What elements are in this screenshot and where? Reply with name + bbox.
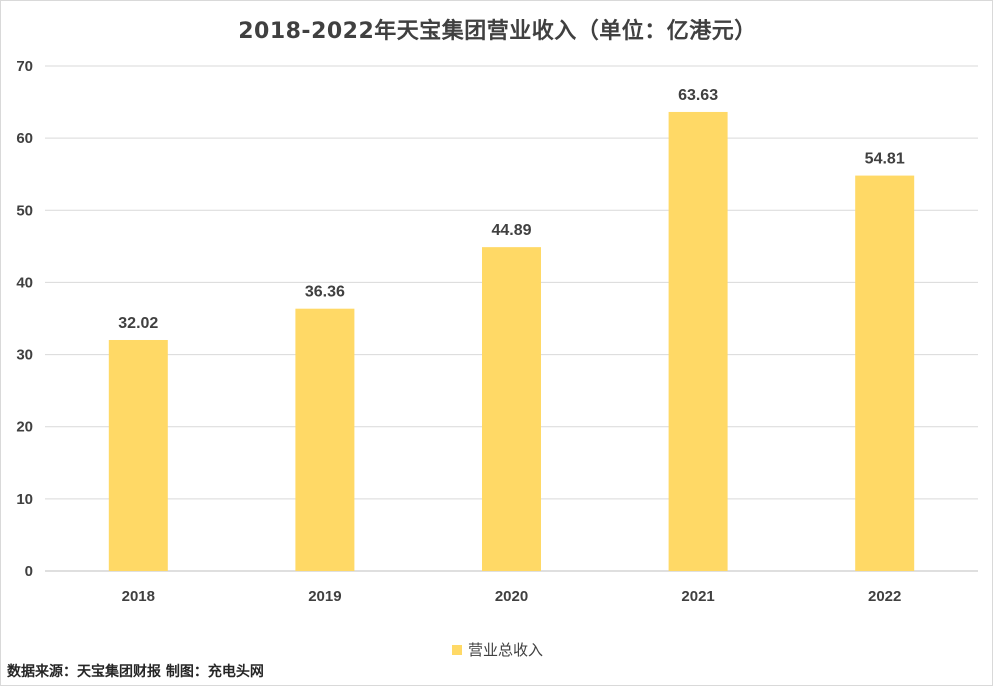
legend-label: 营业总收入 [467,641,543,659]
bar [482,247,541,572]
bar [668,111,728,571]
data-label: 63.63 [678,87,718,104]
y-tick-label: 20 [16,419,33,436]
bar [855,175,915,571]
y-tick-label: 70 [16,58,33,75]
data-label: 54.81 [865,151,905,168]
y-tick-label: 60 [16,130,33,147]
data-label: 32.02 [118,315,158,332]
x-tick-label: 2018 [122,588,155,605]
bar [108,339,168,571]
x-tick-label: 2020 [495,588,528,605]
legend: 营业总收入 [1,639,993,660]
y-tick-label: 0 [25,563,33,580]
legend-swatch [451,645,462,655]
y-tick-label: 10 [16,491,33,508]
chart-title: 2018-2022年天宝集团营业收入（单位：亿港元） [238,19,757,44]
data-label: 44.89 [491,222,531,239]
y-tick-label: 30 [16,347,33,364]
x-tick-label: 2022 [868,588,901,605]
x-tick-label: 2021 [681,588,714,605]
y-tick-label: 40 [16,274,33,291]
data-label: 36.36 [305,284,345,301]
bar [295,308,355,571]
source-note: 数据来源：天宝集团财报 制图：充电头网 [7,664,264,680]
x-tick-label: 2019 [308,588,341,605]
y-tick-label: 50 [16,202,33,219]
